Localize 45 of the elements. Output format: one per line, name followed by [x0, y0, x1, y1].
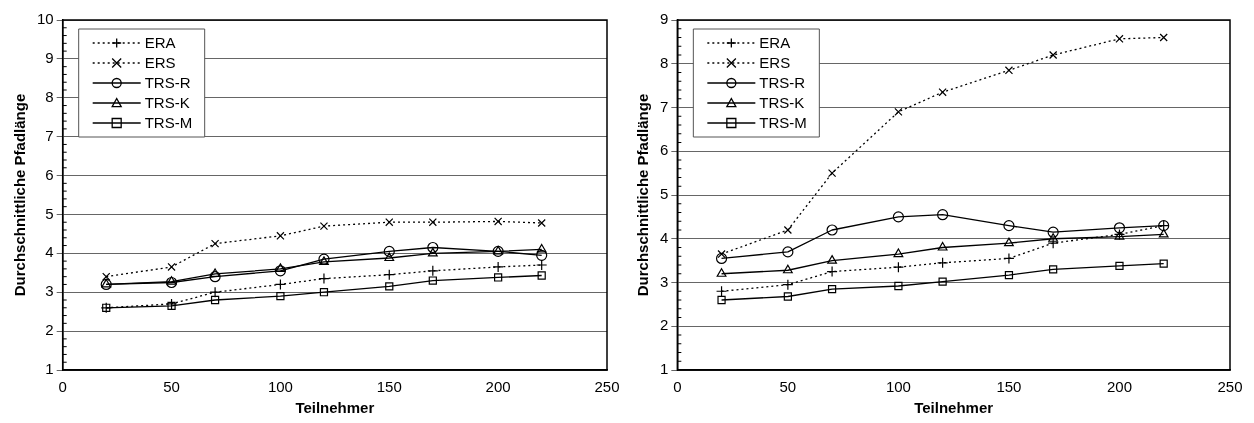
y-tick-label: 6 [660, 141, 669, 159]
y-axis-title: Durchschnittliche Pfadlänge [11, 93, 29, 297]
y-tick-label: 2 [45, 321, 54, 339]
y-tick-label: 6 [45, 165, 54, 183]
y-tick-label: 5 [660, 185, 669, 203]
x-axis-title: Teilnehmer [914, 399, 994, 417]
legend-label: ERA [759, 34, 791, 52]
y-tick-label: 7 [45, 126, 54, 144]
x-axis-title: Teilnehmer [295, 399, 375, 417]
x-tick-label: 100 [885, 378, 911, 396]
y-tick-label: 3 [660, 272, 669, 290]
y-tick-label: 3 [45, 282, 54, 300]
y-tick-label: 9 [660, 10, 669, 28]
x-tick-label: 50 [779, 378, 797, 396]
y-axis-title: Durchschnittliche Pfadlänge [634, 93, 652, 297]
x-tick-label: 150 [376, 378, 402, 396]
x-tick-label: 250 [594, 378, 620, 396]
y-tick-label: 8 [660, 53, 669, 71]
x-tick-label: 0 [58, 378, 67, 396]
y-tick-label: 9 [45, 49, 54, 67]
y-tick-label: 4 [45, 243, 54, 261]
legend-label: TRS-K [144, 94, 190, 112]
x-tick-label: 100 [267, 378, 293, 396]
y-tick-label: 10 [37, 10, 54, 28]
y-tick-label: 7 [660, 97, 669, 115]
legend-label: TRS-R [144, 74, 191, 92]
x-tick-label: 150 [996, 378, 1022, 396]
y-tick-label: 8 [45, 87, 54, 105]
x-tick-label: 0 [673, 378, 682, 396]
y-tick-label: 5 [45, 204, 54, 222]
y-tick-label: 1 [660, 360, 669, 378]
legend-label: TRS-R [759, 74, 806, 92]
y-tick-label: 1 [45, 360, 54, 378]
x-tick-label: 250 [1217, 378, 1243, 396]
legend-label: ERS [144, 54, 176, 72]
legend-label: ERS [759, 54, 791, 72]
x-tick-label: 50 [163, 378, 180, 396]
y-tick-label: 4 [660, 228, 669, 246]
legend-label: ERA [144, 34, 176, 52]
legend-label: TRS-M [759, 114, 807, 132]
legend-label: TRS-M [144, 114, 193, 132]
x-tick-label: 200 [1106, 378, 1132, 396]
x-tick-label: 200 [485, 378, 511, 396]
legend-label: TRS-K [759, 94, 805, 112]
y-tick-label: 2 [660, 316, 669, 334]
